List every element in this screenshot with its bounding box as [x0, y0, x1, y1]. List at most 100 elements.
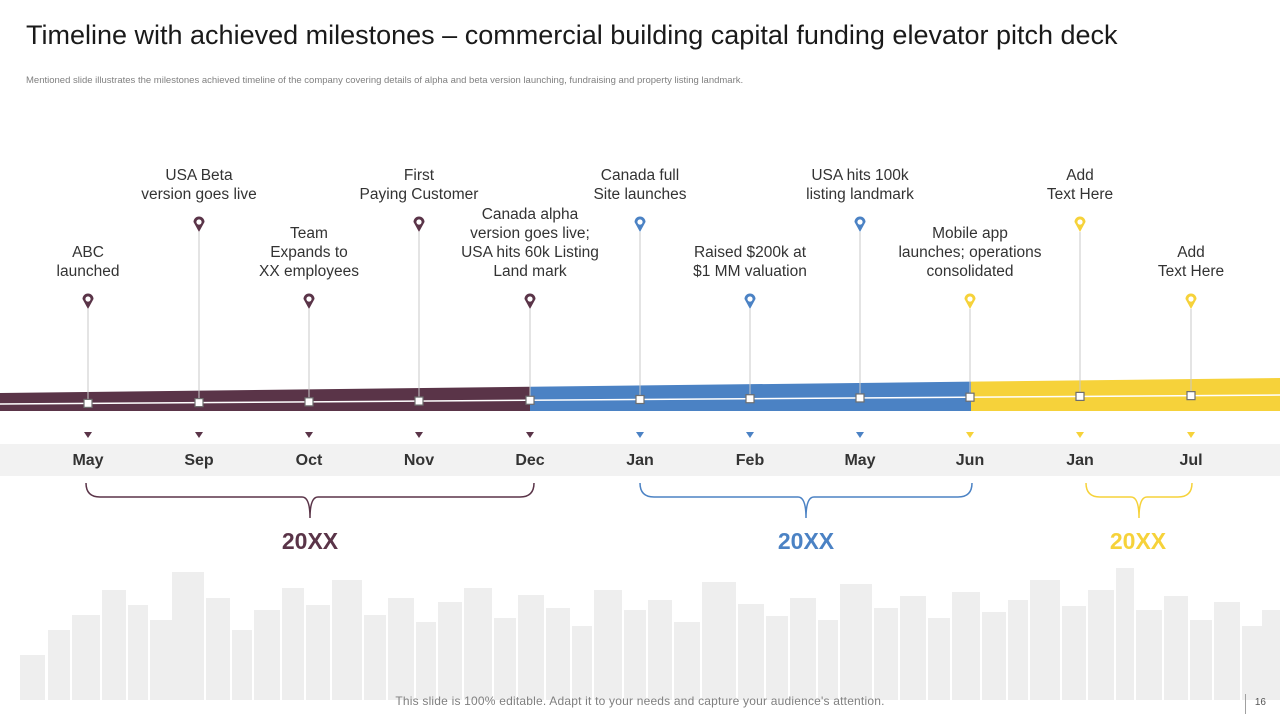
building-silhouette: [840, 584, 872, 700]
month-label: May: [72, 452, 104, 469]
month-label: Jan: [626, 452, 654, 469]
map-pin-hole: [196, 219, 202, 225]
building-silhouette: [1088, 590, 1114, 700]
year-label: 20XX: [1109, 528, 1167, 554]
down-arrow-icon: [1187, 432, 1195, 438]
building-silhouette: [874, 608, 898, 700]
month-label: Dec: [515, 452, 545, 469]
building-silhouette: [982, 612, 1006, 700]
building-silhouette: [48, 630, 70, 700]
map-pin-hole: [416, 219, 422, 225]
milestone-node: [525, 395, 535, 405]
building-silhouette: [332, 580, 362, 700]
building-silhouette: [1136, 610, 1162, 700]
building-silhouette: [494, 618, 516, 700]
building-silhouette: [572, 626, 592, 700]
month-label: Nov: [403, 452, 435, 469]
milestone-node: [414, 396, 424, 406]
building-silhouette: [1242, 626, 1262, 700]
building-silhouette: [766, 616, 788, 700]
timeline-graphic: [0, 216, 1280, 519]
building-silhouette: [546, 608, 570, 700]
building-silhouette: [624, 610, 646, 700]
building-silhouette: [818, 620, 838, 700]
milestone-label: Canada full Site launches: [593, 167, 687, 203]
building-silhouette: [102, 590, 126, 700]
milestone-node: [304, 397, 314, 407]
month-label: Oct: [295, 452, 323, 469]
map-pin-hole: [85, 296, 91, 302]
milestone-label: First Paying Customer: [359, 167, 479, 203]
milestone-label: Raised $200k at $1 MM valuation: [693, 244, 807, 280]
year-brace-yellow: [1085, 482, 1193, 519]
building-silhouette: [150, 620, 176, 700]
city-skyline-background: [20, 568, 1280, 700]
down-arrow-icon: [526, 432, 534, 438]
page-number: 16: [1254, 697, 1266, 708]
building-silhouette: [674, 622, 700, 700]
map-pin-hole: [967, 296, 973, 302]
building-silhouette: [254, 610, 280, 700]
map-pin-hole: [1077, 219, 1083, 225]
milestone-label: Canada alpha version goes live; USA hits…: [461, 206, 599, 280]
milestone-node: [83, 398, 93, 408]
down-arrow-icon: [746, 432, 754, 438]
down-arrow-icon: [636, 432, 644, 438]
building-silhouette: [282, 588, 304, 700]
milestone-node: [1075, 391, 1085, 402]
building-silhouette: [416, 622, 436, 700]
milestone-node: [1186, 391, 1196, 401]
building-silhouette: [388, 598, 414, 700]
building-silhouette: [1164, 596, 1188, 700]
month-label: Feb: [735, 452, 765, 469]
down-arrow-icon: [305, 432, 313, 438]
year-label: 20XX: [281, 528, 339, 554]
month-label: May: [844, 452, 876, 469]
month-label: Jun: [955, 452, 985, 469]
down-arrow-icon: [84, 432, 92, 438]
slide-subtitle: Mentioned slide illustrates the mileston…: [26, 75, 744, 86]
building-silhouette: [702, 582, 736, 700]
map-pin-hole: [857, 219, 863, 225]
slide-title: Timeline with achieved milestones – comm…: [26, 20, 1118, 50]
milestone-label: USA hits 100k listing landmark: [806, 167, 914, 203]
down-arrow-icon: [415, 432, 423, 438]
building-silhouette: [1062, 606, 1086, 700]
milestone-label: Mobile app launches; operations consolid…: [898, 225, 1042, 280]
building-silhouette: [952, 592, 980, 700]
building-silhouette: [594, 590, 622, 700]
building-silhouette: [464, 588, 492, 700]
building-silhouette: [128, 605, 148, 700]
milestone-label: USA Beta version goes live: [141, 167, 257, 203]
milestone-label: Add Text Here: [1157, 244, 1225, 280]
building-silhouette: [1214, 602, 1240, 700]
map-pin-hole: [306, 296, 312, 302]
building-silhouette: [306, 605, 330, 700]
building-silhouette: [1190, 620, 1212, 700]
month-label: Jan: [1066, 452, 1094, 469]
month-label: Jul: [1179, 452, 1203, 469]
down-arrow-icon: [966, 432, 974, 438]
building-silhouette: [518, 595, 544, 700]
building-silhouette: [206, 598, 230, 700]
month-band: [0, 444, 1280, 476]
building-silhouette: [648, 600, 672, 700]
building-silhouette: [364, 615, 386, 700]
milestone-node: [745, 394, 755, 404]
year-brace-blue: [639, 482, 973, 519]
building-silhouette: [1030, 580, 1060, 700]
timeline-band-yellow: [971, 378, 1280, 411]
milestone-node: [965, 392, 975, 402]
map-pin-hole: [1188, 296, 1194, 302]
page-number-divider: [1245, 694, 1246, 714]
building-silhouette: [1262, 610, 1280, 700]
down-arrow-icon: [195, 432, 203, 438]
map-pin-hole: [527, 296, 533, 302]
milestone-label: ABC launched: [56, 244, 120, 280]
milestone-node: [194, 398, 204, 408]
building-silhouette: [20, 655, 45, 700]
building-silhouette: [1008, 600, 1028, 700]
building-silhouette: [790, 598, 816, 700]
map-pin-hole: [747, 296, 753, 302]
timeline-band-purple: [0, 386, 530, 411]
